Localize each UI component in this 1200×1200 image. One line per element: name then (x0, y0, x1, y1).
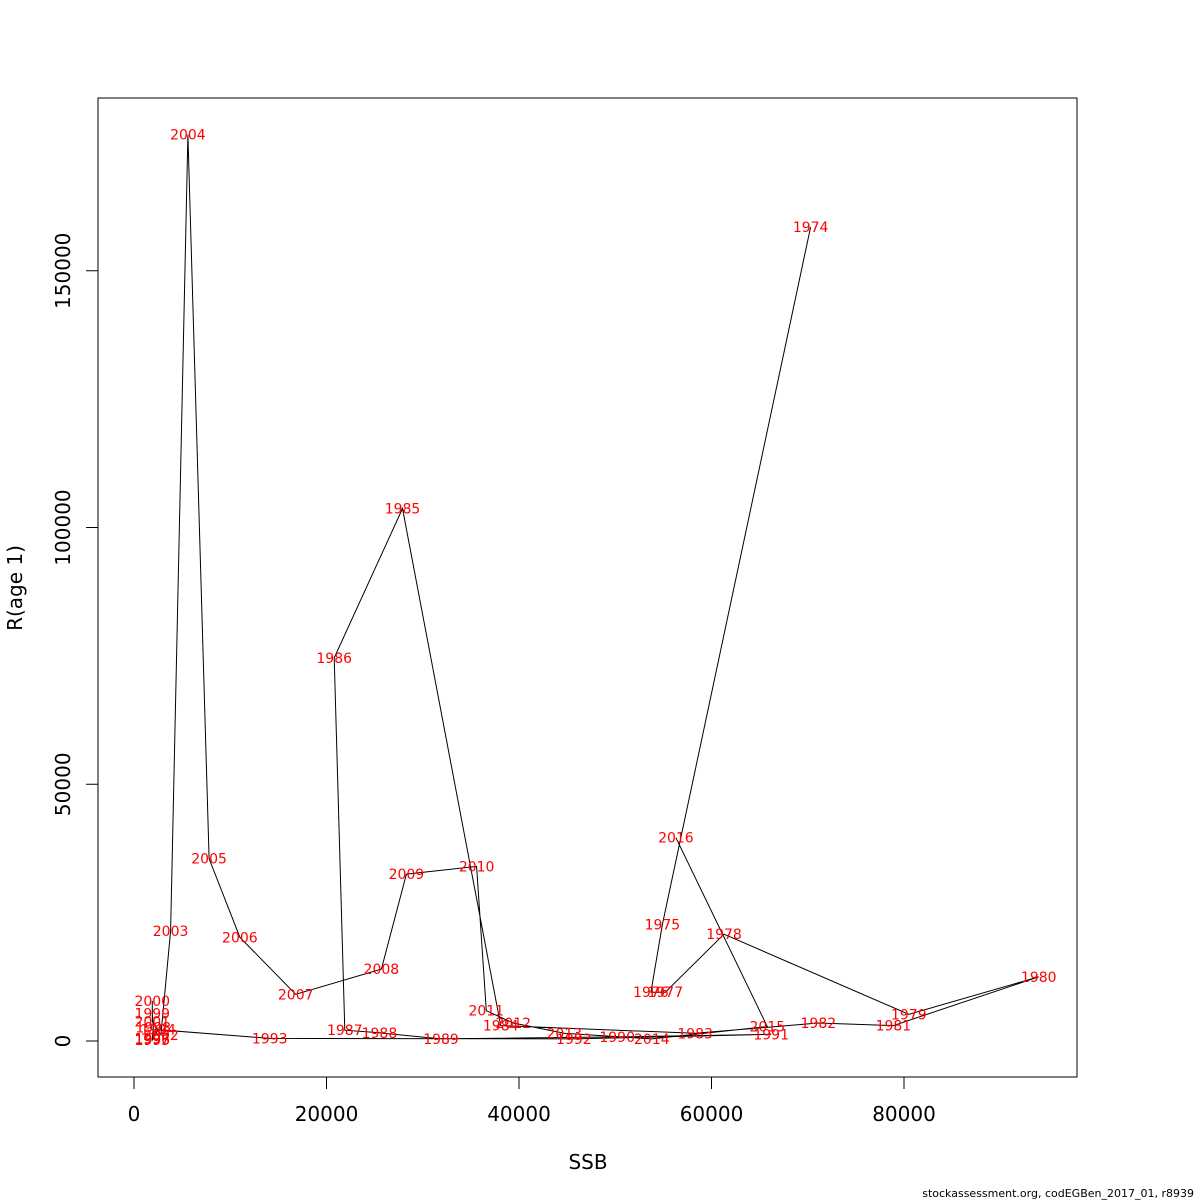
year-label-2011: 2011 (468, 1004, 504, 1020)
year-label-1997: 1997 (134, 1031, 170, 1047)
year-label-1987: 1987 (327, 1023, 363, 1039)
year-label-2012: 2012 (495, 1016, 531, 1032)
year-label-1991: 1991 (753, 1027, 789, 1043)
year-label-1996: 1996 (134, 1032, 170, 1048)
year-label-2007: 2007 (278, 987, 314, 1003)
year-label-2013: 2013 (546, 1026, 582, 1042)
year-label-1993: 1993 (252, 1031, 288, 1047)
year-label-2010: 2010 (459, 859, 495, 875)
y-axis-title: R(age 1) (3, 545, 27, 631)
year-label-2015: 2015 (750, 1020, 786, 1036)
year-label-1980: 1980 (1021, 970, 1057, 986)
year-label-1974: 1974 (793, 220, 829, 236)
year-label-1977: 1977 (647, 985, 683, 1001)
year-label-1984: 1984 (483, 1019, 519, 1035)
y-tick-label: 100000 (51, 489, 75, 565)
sr-trajectory-line (151, 134, 1039, 1042)
year-label-2008: 2008 (364, 962, 400, 978)
year-label-1981: 1981 (876, 1019, 912, 1035)
year-label-2005: 2005 (191, 852, 227, 868)
x-axis: 0 20000 40000 60000 80000 (128, 1076, 936, 1126)
year-label-2003: 2003 (153, 924, 189, 940)
x-tick-label: 0 (128, 1102, 141, 1126)
year-label-1998: 1998 (135, 1021, 171, 1037)
year-label-2014: 2014 (634, 1032, 670, 1048)
year-label-1985: 1985 (385, 502, 421, 518)
x-tick-label: 20000 (295, 1102, 359, 1126)
year-label-2004: 2004 (170, 128, 206, 144)
y-tick-label: 50000 (51, 752, 75, 816)
x-axis-title: SSB (568, 1150, 607, 1174)
year-label-1978: 1978 (706, 927, 742, 943)
year-label-2002: 2002 (143, 1028, 179, 1044)
year-label-2001: 2001 (134, 1014, 170, 1030)
year-label-1994: 1994 (140, 1023, 176, 1039)
x-tick-label: 60000 (680, 1102, 744, 1126)
year-label-2009: 2009 (389, 867, 425, 883)
year-label-2006: 2006 (222, 930, 258, 946)
year-label-1982: 1982 (801, 1016, 837, 1032)
year-label-2016: 2016 (658, 831, 694, 847)
year-label-1990: 1990 (599, 1030, 635, 1046)
footer-credit: stockassessment.org, codEGBen_2017_01, r… (922, 1187, 1194, 1200)
year-label-1999: 1999 (134, 1006, 170, 1022)
year-label-1989: 1989 (423, 1032, 459, 1048)
year-label-1979: 1979 (891, 1007, 927, 1023)
y-tick-label: 150000 (51, 233, 75, 309)
year-label-1976: 1976 (633, 985, 669, 1001)
year-label-2000: 2000 (134, 994, 170, 1010)
year-label-1975: 1975 (645, 917, 681, 933)
year-label-1986: 1986 (316, 651, 352, 667)
year-label-1995: 1995 (134, 1033, 170, 1049)
x-tick-label: 40000 (487, 1102, 551, 1126)
y-axis: 0 50000 100000 150000 (51, 233, 99, 1048)
year-label-1988: 1988 (362, 1026, 398, 1042)
year-label-1983: 1983 (677, 1026, 713, 1042)
y-tick-label: 0 (51, 1035, 75, 1048)
year-label-1992: 1992 (556, 1032, 592, 1048)
x-tick-label: 80000 (872, 1102, 936, 1126)
